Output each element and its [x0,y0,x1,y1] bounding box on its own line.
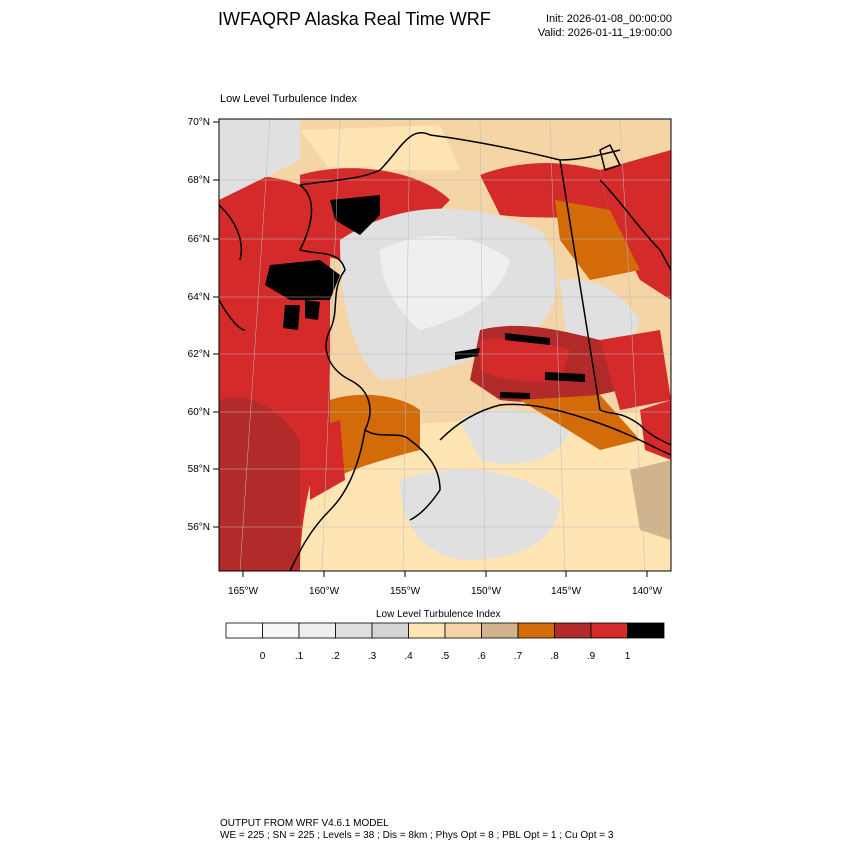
footer-model-line: OUTPUT FROM WRF V4.6.1 MODEL [220,818,389,829]
main-title: IWFAQRP Alaska Real Time WRF [218,9,491,29]
colorbar-tick-label: .3 [368,651,377,662]
lon-label-160w: 160°W [309,586,340,597]
colorbar-tick-label: .9 [587,651,596,662]
colorbar-swatch [408,622,446,639]
colorbar-swatch [225,622,263,639]
lat-label-58n: 58°N [188,464,210,475]
valid-time: Valid: 2026-01-11_19:00:00 [537,27,672,39]
lat-label-68n: 68°N [188,175,210,186]
lat-label-56n: 56°N [188,522,210,533]
colorbar-tick-label: .8 [550,651,559,662]
map-frame [218,118,672,572]
colorbar-tick-label: .6 [477,651,486,662]
colorbar-labels: 0 .1 .2 .3 .4 .5 .6 .7 .8 .9 1 [260,651,631,662]
colorbar-tick-label: .1 [295,651,304,662]
colorbar-swatch [590,622,628,639]
colorbar [225,622,665,639]
colorbar-swatch [481,622,519,639]
lon-label-145w: 145°W [551,586,582,597]
colorbar-tick-label: .4 [404,651,413,662]
colorbar-swatch [335,622,373,639]
colorbar-swatch [554,622,592,639]
footer-config-line: WE = 225 ; SN = 225 ; Levels = 38 ; Dis … [220,830,614,841]
colorbar-swatch [262,622,300,639]
colorbar-tick-label: 0 [260,651,266,662]
init-time: Init: 2026-01-08_00:00:00 [546,13,672,25]
lat-label-60n: 60°N [188,407,210,418]
lon-label-150w: 150°W [471,586,502,597]
map-subtitle: Low Level Turbulence Index [220,93,357,105]
colorbar-tick-label: 1 [625,651,631,662]
colorbar-title: Low Level Turbulence Index [376,609,501,620]
colorbar-tick-label: .5 [441,651,450,662]
colorbar-swatch [444,622,482,639]
colorbar-swatch [371,622,409,639]
lat-label-62n: 62°N [188,349,210,360]
colorbar-tick-label: .7 [514,651,523,662]
lat-label-64n: 64°N [188,292,210,303]
colorbar-swatch [517,622,555,639]
colorbar-tick-label: .2 [331,651,340,662]
colorbar-swatch [627,622,665,639]
lon-label-155w: 155°W [390,586,421,597]
colorbar-swatch [298,622,336,639]
lon-label-165w: 165°W [228,586,259,597]
lon-label-140w: 140°W [632,586,663,597]
lat-label-70n: 70°N [188,117,210,128]
longitude-axis [242,571,648,577]
lat-label-66n: 66°N [188,234,210,245]
latitude-axis [213,121,219,528]
turbulence-field [219,119,671,571]
